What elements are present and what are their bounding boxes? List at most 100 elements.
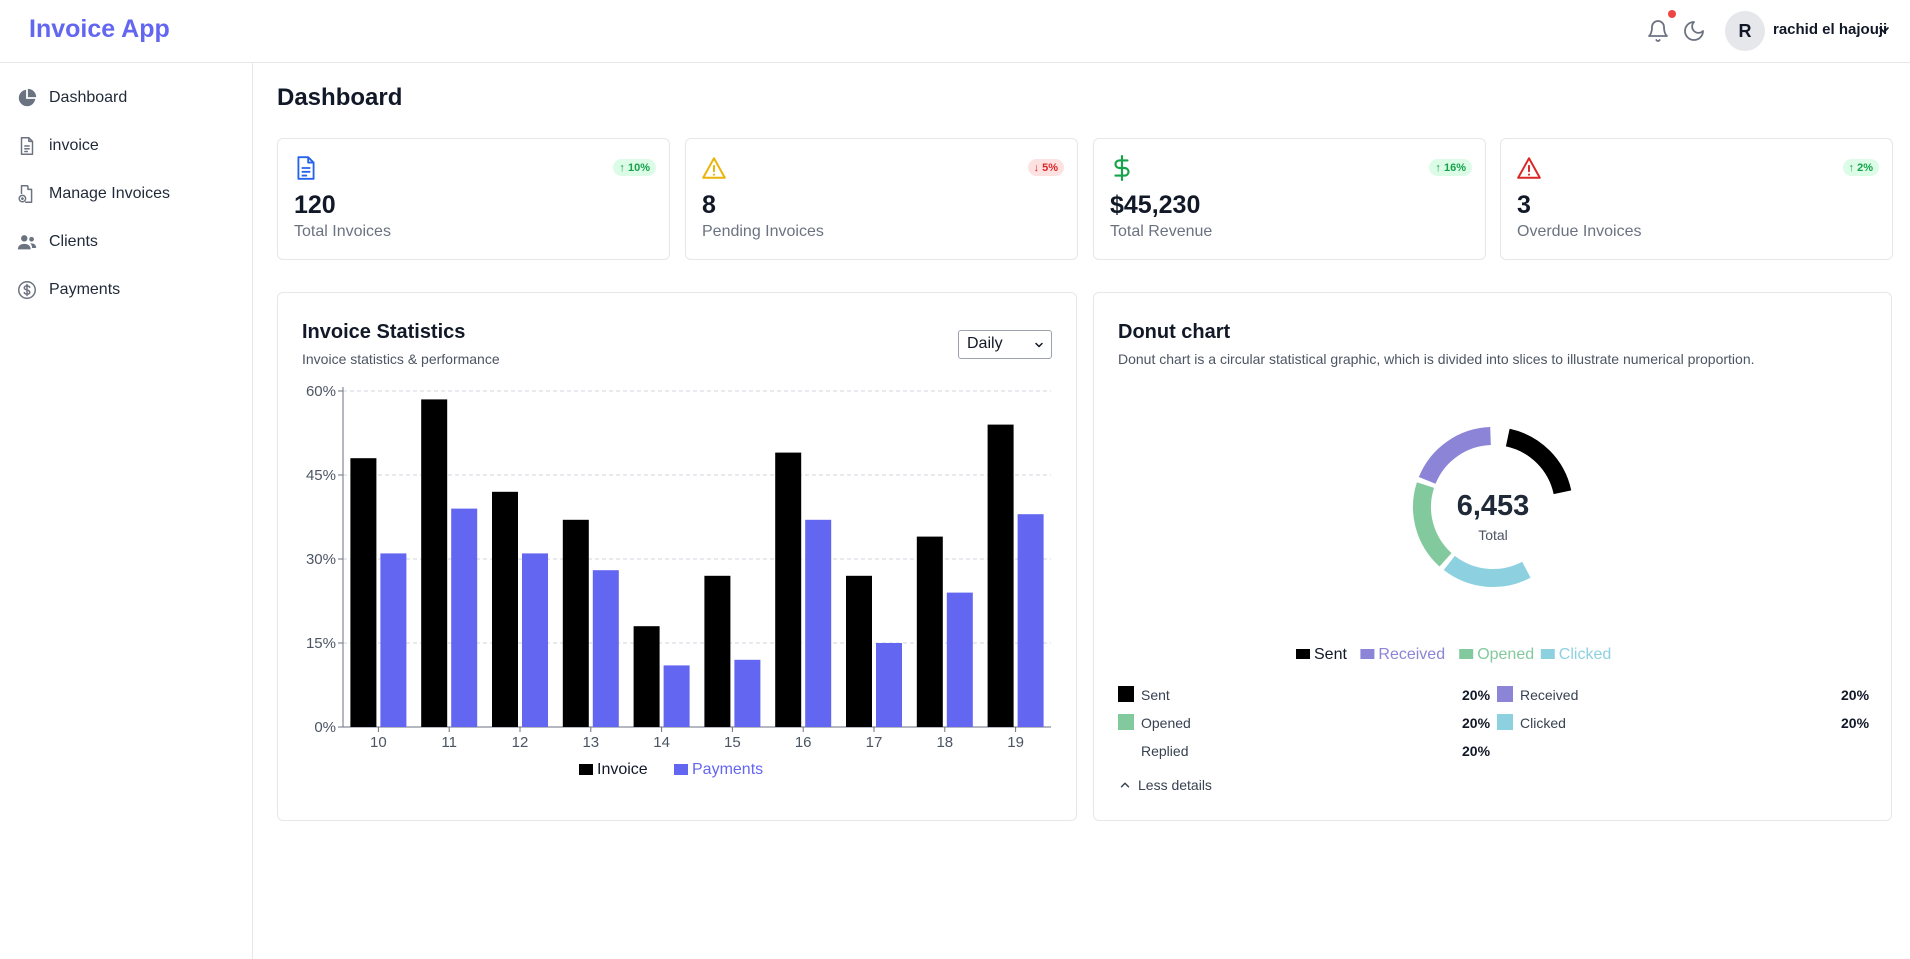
detail-label-sent: Sent (1141, 687, 1170, 703)
manage-invoice-icon (18, 185, 33, 203)
stat-card-pending-invoices[interactable]: ↓ 5% 8 Pending Invoices (685, 138, 1078, 260)
donut-chart: 6,453 Total Sent Received Opened Clicked (1296, 427, 1611, 663)
sidebar-item-payments[interactable]: Payments (0, 270, 252, 310)
x-tick-label: 11 (441, 734, 457, 751)
arrow-down-icon: ↓ (1033, 161, 1043, 174)
warning-icon (702, 157, 726, 179)
panel-title: Donut chart (1118, 321, 1231, 343)
chevron-up-icon (1120, 782, 1130, 788)
bar-payments (451, 508, 478, 727)
detail-label-received: Received (1520, 687, 1579, 703)
alert-icon (1517, 157, 1541, 179)
bar-invoice (633, 626, 660, 727)
stat-card-overdue-invoices[interactable]: ↑ 2% 3 Overdue Invoices (1500, 138, 1893, 260)
stat-value: 120 (294, 191, 336, 219)
trend-badge: ↑ 2% (1842, 159, 1879, 176)
moon-icon[interactable] (1682, 19, 1706, 43)
document-icon (20, 137, 34, 155)
detail-pct-received: 20% (1841, 687, 1870, 703)
sidebar-item-invoice[interactable]: invoice (0, 126, 252, 166)
bar-payments (876, 643, 902, 727)
bar-invoice (421, 399, 448, 727)
bar-invoice (775, 452, 802, 727)
bar-payments (380, 553, 407, 727)
legend-swatch-opened (1459, 649, 1474, 659)
bar-payments (734, 659, 761, 727)
legend-label-invoice: Invoice (597, 761, 648, 778)
sidebar-item-clients[interactable]: Clients (0, 222, 252, 262)
document-icon (297, 156, 315, 180)
y-tick-label: 45% (306, 467, 336, 484)
pie-chart-icon (18, 88, 37, 107)
x-tick-label: 17 (866, 734, 883, 751)
dollar-circle-icon (18, 281, 36, 299)
stat-value: 8 (702, 191, 716, 219)
stat-caption: Overdue Invoices (1517, 223, 1642, 240)
legend-swatch-payments (674, 764, 688, 775)
detail-label-clicked: Clicked (1520, 715, 1566, 731)
donut-slice-sent (1505, 428, 1572, 495)
trend-badge: ↑ 16% (1429, 159, 1472, 176)
bar-chart: 0% 15% 30% 45% 60% 10 11 12 13 14 15 16 17 18 19 Invoic… (306, 383, 1051, 778)
stat-caption: Pending Invoices (702, 223, 824, 240)
panel-title: Invoice Statistics (302, 321, 466, 343)
period-select-value: Daily (967, 335, 1003, 352)
user-name[interactable]: rachid el hajouji (1773, 21, 1888, 38)
bar-payments (663, 665, 690, 727)
arrow-up-icon: ↑ (619, 161, 628, 174)
stat-card-total-revenue[interactable]: ↑ 16% $45,230 Total Revenue (1093, 138, 1486, 260)
arrow-up-icon: ↑ (1435, 161, 1444, 174)
donut-chart-panel: Donut chart Donut chart is a circular st… (1093, 292, 1892, 821)
app-title[interactable]: Invoice App (29, 15, 170, 43)
donut-total-value: 6,453 (1457, 490, 1530, 522)
avatar[interactable]: R (1725, 11, 1765, 51)
bar-invoice (562, 519, 589, 727)
x-tick-label: 10 (370, 734, 387, 751)
legend-swatch-received (1497, 686, 1513, 702)
less-details-button[interactable]: Less details (1118, 777, 1212, 793)
legend-label-sent: Sent (1314, 646, 1347, 663)
bar-payments (946, 592, 973, 727)
stat-card-total-invoices[interactable]: ↑ 10% 120 Total Invoices (277, 138, 670, 260)
legend-swatch-invoice (579, 764, 593, 775)
legend-label-received: Received (1378, 646, 1445, 663)
bar-invoice (492, 491, 518, 727)
bar-invoice (846, 575, 872, 727)
bar-payments (1017, 514, 1044, 727)
legend-swatch-sent (1118, 686, 1134, 702)
bar-payments (522, 553, 548, 727)
top-bar: Invoice App R rachid el hajouji (0, 0, 1910, 63)
legend-swatch-received (1360, 649, 1375, 659)
panel-subtitle: Donut chart is a circular statistical gr… (1118, 351, 1755, 367)
chevron-down-icon[interactable] (1876, 22, 1892, 38)
sidebar-item-dashboard[interactable]: Dashboard (0, 78, 252, 118)
x-tick-label: 19 (1007, 734, 1024, 751)
legend-label-opened: Opened (1477, 646, 1534, 663)
trend-badge: ↓ 5% (1027, 159, 1064, 176)
legend-swatch-sent (1296, 649, 1310, 659)
donut-total-label: Total (1478, 527, 1508, 543)
bar-invoice (916, 536, 943, 727)
bar-invoice (987, 424, 1014, 727)
x-tick-label: 15 (724, 734, 741, 751)
detail-pct-sent: 20% (1462, 687, 1491, 703)
sidebar-item-manage-invoices[interactable]: Manage Invoices (0, 174, 252, 214)
donut-slice-received (1418, 427, 1492, 485)
sidebar-item-label: Manage Invoices (49, 185, 170, 202)
page-title: Dashboard (277, 84, 403, 111)
y-tick-label: 60% (306, 383, 336, 400)
notification-dot (1668, 10, 1676, 18)
stat-caption: Total Revenue (1110, 223, 1213, 240)
period-select[interactable]: Daily (958, 330, 1052, 359)
panel-subtitle: Invoice statistics & performance (302, 351, 500, 367)
users-icon (17, 235, 37, 250)
y-tick-label: 0% (314, 719, 336, 736)
less-details-label: Less details (1138, 777, 1212, 793)
x-tick-label: 12 (512, 734, 529, 751)
legend-swatch-opened (1118, 714, 1134, 730)
bar-payments (805, 519, 832, 727)
x-tick-label: 16 (795, 734, 812, 751)
legend-swatch-clicked (1497, 714, 1513, 730)
bell-icon[interactable] (1646, 19, 1670, 43)
y-tick-label: 30% (306, 551, 336, 568)
